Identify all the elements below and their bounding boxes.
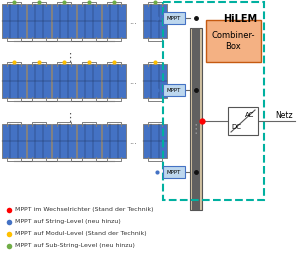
Bar — [52, 64, 76, 98]
Text: ...: ... — [129, 136, 137, 145]
Text: ...: ... — [129, 76, 137, 85]
Text: MPPT im Wechselrichter (Stand der Technik): MPPT im Wechselrichter (Stand der Techni… — [15, 207, 154, 213]
Bar — [77, 4, 101, 38]
Bar — [52, 124, 76, 158]
Text: ⋮: ⋮ — [64, 113, 76, 123]
Text: MPPT auf Modul-Level (Stand der Technik): MPPT auf Modul-Level (Stand der Technik) — [15, 232, 147, 236]
Bar — [102, 64, 126, 98]
Bar — [52, 4, 76, 38]
Bar — [228, 107, 258, 135]
Bar — [77, 124, 101, 158]
Text: MPPT: MPPT — [167, 170, 181, 175]
Bar — [2, 4, 26, 38]
Text: ...: ... — [129, 16, 137, 25]
Bar — [190, 28, 202, 210]
Bar — [143, 4, 167, 38]
Bar — [27, 4, 51, 38]
Bar — [163, 12, 185, 24]
Text: ⋮: ⋮ — [64, 53, 76, 63]
Bar — [143, 124, 167, 158]
Text: Combiner-
Box: Combiner- Box — [212, 31, 255, 51]
Text: Netz: Netz — [275, 110, 293, 119]
Bar — [27, 64, 51, 98]
Bar — [192, 28, 200, 210]
Bar — [206, 20, 261, 62]
Text: MPPT: MPPT — [167, 87, 181, 93]
Bar — [77, 64, 101, 98]
Bar — [163, 2, 264, 200]
Text: DC: DC — [231, 124, 242, 130]
Text: AC: AC — [245, 112, 254, 118]
Bar — [102, 4, 126, 38]
Bar — [2, 124, 26, 158]
Bar — [163, 84, 185, 96]
Bar — [143, 64, 167, 98]
Text: MPPT: MPPT — [167, 16, 181, 21]
Text: MPPT auf Sub-String-Level (neu hinzu): MPPT auf Sub-String-Level (neu hinzu) — [15, 244, 135, 249]
Text: MPPT auf String-Level (neu hinzu): MPPT auf String-Level (neu hinzu) — [15, 219, 121, 224]
Bar — [102, 124, 126, 158]
Text: HiLEM: HiLEM — [223, 14, 257, 24]
Bar — [2, 64, 26, 98]
Bar — [27, 124, 51, 158]
Text: ⋮: ⋮ — [190, 124, 202, 136]
Bar — [163, 166, 185, 178]
